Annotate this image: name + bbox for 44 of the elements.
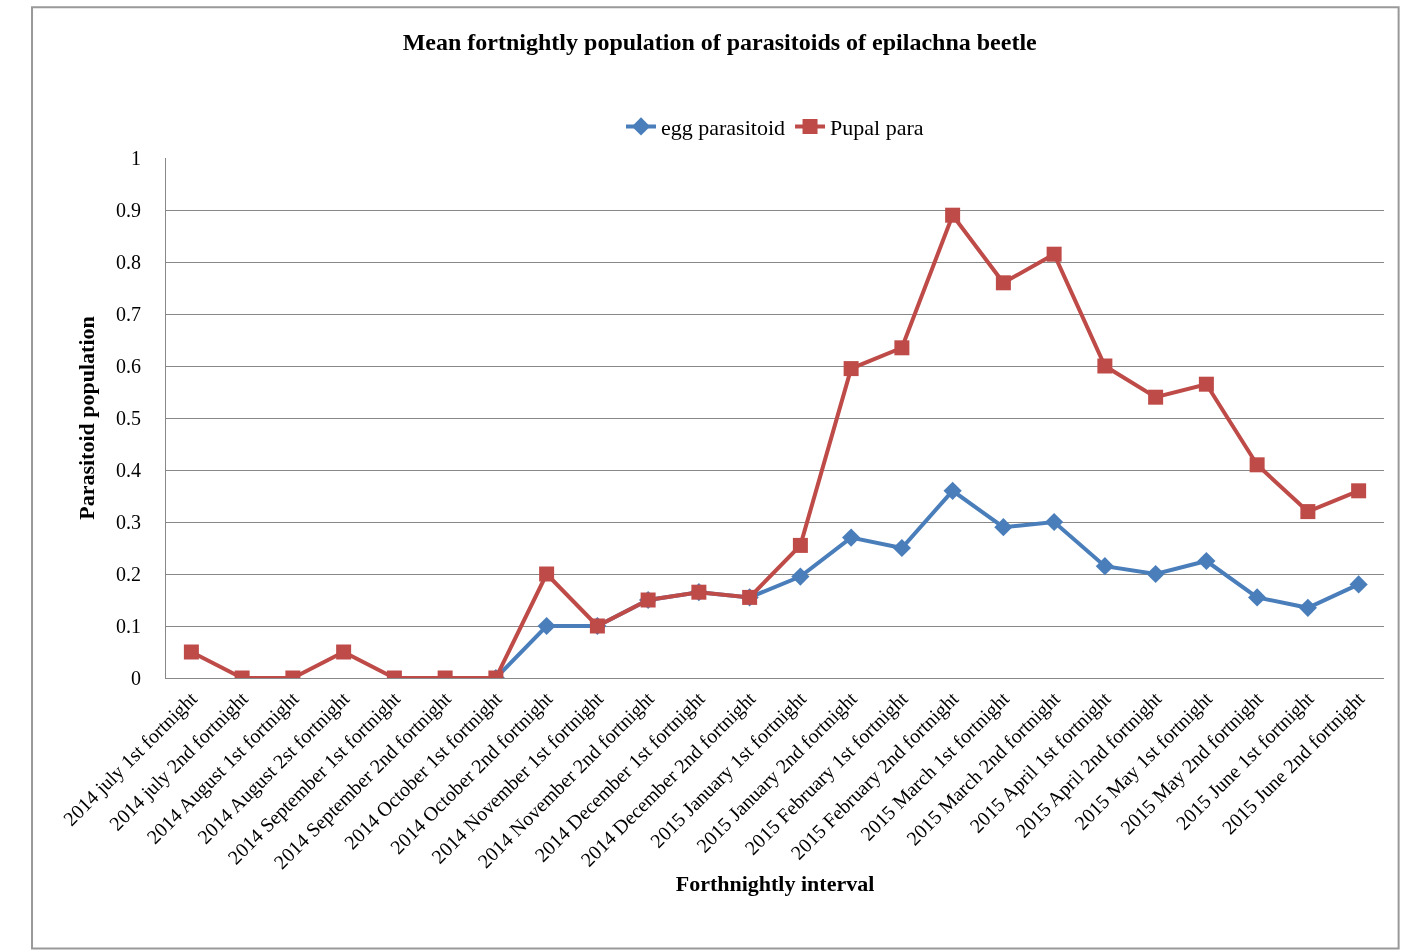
- y-tick-label: 1: [131, 147, 141, 169]
- point: [1300, 504, 1316, 520]
- point: [1095, 557, 1114, 576]
- point: [943, 481, 962, 500]
- point: [1248, 588, 1267, 607]
- point: [1198, 376, 1214, 392]
- y-tick-label: 0.9: [116, 199, 141, 221]
- point: [1045, 512, 1064, 532]
- y-axis-title: Parasitoid population: [73, 316, 99, 520]
- x-axis-title: Forthnightly interval: [675, 871, 875, 897]
- y-tick-label: 0.8: [116, 251, 141, 273]
- legend-label: Pupal para: [830, 114, 924, 140]
- point: [791, 567, 810, 586]
- point: [892, 538, 911, 558]
- point: [336, 644, 352, 660]
- y-tick-label: 0.4: [116, 459, 141, 481]
- point: [995, 275, 1011, 291]
- y-tick-label: 0.6: [116, 355, 141, 377]
- point: [1046, 246, 1062, 262]
- point: [1298, 598, 1317, 617]
- y-tick-label: 0.3: [116, 511, 141, 533]
- y-tick-label: 0.7: [116, 303, 141, 325]
- point: [1351, 483, 1367, 499]
- y-tick-label: 0.5: [116, 407, 141, 429]
- point: [994, 518, 1013, 537]
- point: [842, 528, 861, 547]
- point: [537, 616, 556, 636]
- point: [1349, 575, 1368, 594]
- point: [539, 566, 555, 582]
- point: [1097, 358, 1113, 374]
- y-tick-label: 0.1: [116, 615, 141, 637]
- y-tick-label: 0.2: [116, 563, 141, 585]
- legend-label: egg parasitoid: [661, 114, 786, 140]
- point: [1148, 389, 1164, 405]
- point: [1146, 564, 1165, 584]
- point: [843, 361, 859, 377]
- chart-title: Mean fortnightly population of parasitoids of epilachna beetle: [402, 29, 1038, 56]
- point: [183, 644, 199, 660]
- point: [945, 207, 961, 223]
- point: [1249, 457, 1265, 473]
- y-tick-label: 0: [131, 667, 141, 689]
- point: [1197, 551, 1216, 571]
- point: [894, 340, 910, 356]
- point: [792, 537, 808, 553]
